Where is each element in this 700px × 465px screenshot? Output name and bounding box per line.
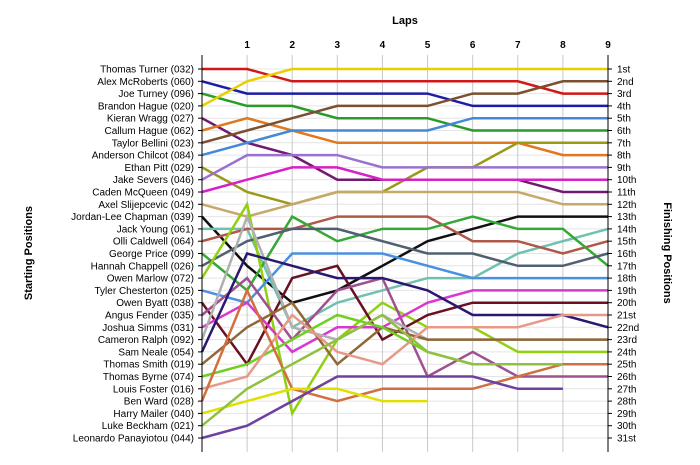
left-axis-title: Starting Positions bbox=[23, 206, 35, 300]
finish-position-label: 15th bbox=[617, 237, 636, 248]
finish-position-label: 7th bbox=[617, 138, 631, 149]
series-line-12 bbox=[201, 190, 608, 218]
series-line-31 bbox=[201, 375, 563, 440]
start-position-label: Kieran Wragg (027) bbox=[107, 114, 194, 125]
series-line-8 bbox=[201, 116, 608, 157]
series-lines bbox=[200, 67, 609, 440]
start-position-label: Sam Neale (054) bbox=[118, 347, 194, 358]
start-position-label: Louis Foster (016) bbox=[113, 384, 194, 395]
start-position-label: Anderson Chilcot (084) bbox=[92, 151, 194, 162]
series-line-22 bbox=[201, 289, 608, 354]
start-position-label: Jake Severs (046) bbox=[113, 175, 194, 186]
series-line-3 bbox=[201, 92, 608, 132]
finish-position-label: 4th bbox=[617, 101, 631, 112]
lap-tick-label: 6 bbox=[470, 40, 476, 51]
start-position-label: Tyler Chesterton (025) bbox=[95, 286, 195, 297]
start-position-label: Jordan-Lee Chapman (039) bbox=[71, 212, 194, 223]
finish-position-label: 22nd bbox=[617, 323, 639, 334]
series-line-24 bbox=[200, 252, 609, 353]
finish-position-label: 31st bbox=[617, 434, 636, 445]
finish-position-label: 13th bbox=[617, 212, 636, 223]
start-position-label: Angus Fender (035) bbox=[105, 311, 194, 322]
finish-position-label: 26th bbox=[617, 372, 636, 383]
finish-position-label: 5th bbox=[617, 114, 631, 125]
finish-position-label: 1st bbox=[617, 65, 631, 76]
finish-position-label: 16th bbox=[617, 249, 636, 260]
finish-position-label: 12th bbox=[617, 200, 636, 211]
start-position-label: Harry Mailer (040) bbox=[113, 409, 194, 420]
series-line-30 bbox=[201, 313, 563, 427]
start-position-label: Jack Young (061) bbox=[117, 224, 194, 235]
finish-position-label: 14th bbox=[617, 224, 636, 235]
finish-position-label: 6th bbox=[617, 126, 631, 137]
series-line-2 bbox=[201, 80, 608, 108]
series-line-17 bbox=[201, 227, 609, 268]
start-position-label: Leonardo Panayiotou (044) bbox=[73, 434, 194, 445]
axes bbox=[198, 55, 612, 452]
finish-position-label: 9th bbox=[617, 163, 631, 174]
finish-position-label: 10th bbox=[617, 175, 636, 186]
start-position-label: Caden McQueen (049) bbox=[92, 188, 194, 199]
finish-position-label: 27th bbox=[617, 384, 636, 395]
finish-position-label: 18th bbox=[617, 274, 636, 285]
finish-position-label: 3rd bbox=[617, 89, 631, 100]
right-axis-title: Finishing Positions bbox=[661, 202, 673, 303]
start-position-label: Olli Caldwell (064) bbox=[113, 237, 194, 248]
start-position-label: Thomas Byrne (074) bbox=[103, 372, 194, 383]
start-position-label: Ethan Pitt (029) bbox=[125, 163, 194, 174]
finish-position-label: 30th bbox=[617, 421, 636, 432]
finish-position-label: 11th bbox=[617, 188, 636, 199]
start-position-label: Axel Slijepcevic (042) bbox=[98, 200, 194, 211]
series-line-19 bbox=[201, 252, 608, 305]
start-position-label: Cameron Ralph (092) bbox=[98, 335, 194, 346]
start-position-label: Taylor Bellini (023) bbox=[112, 138, 194, 149]
start-position-label: Brandon Hague (020) bbox=[98, 101, 194, 112]
start-position-label: Luke Beckham (021) bbox=[102, 421, 194, 432]
start-position-label: Alex McRoberts (060) bbox=[97, 77, 194, 88]
start-position-label: Owen Byatt (038) bbox=[116, 298, 194, 309]
lap-tick-label: 4 bbox=[380, 40, 386, 51]
series-line-7 bbox=[201, 80, 608, 145]
finish-position-label: 25th bbox=[617, 360, 636, 371]
start-position-label: Owen Marlow (072) bbox=[107, 274, 194, 285]
finish-position-label: 8th bbox=[617, 151, 631, 162]
labels: Thomas Turner (032)Alex McRoberts (060)J… bbox=[23, 15, 673, 445]
series-line-16 bbox=[201, 214, 609, 293]
start-position-label: Thomas Smith (019) bbox=[103, 360, 194, 371]
lap-tick-label: 7 bbox=[515, 40, 521, 51]
series-line-11 bbox=[201, 166, 608, 194]
lap-tick-label: 3 bbox=[335, 40, 341, 51]
finish-position-label: 29th bbox=[617, 409, 636, 420]
series-line-15 bbox=[201, 215, 609, 255]
lap-tick-label: 1 bbox=[244, 40, 250, 51]
finish-position-label: 20th bbox=[617, 298, 636, 309]
series-line-27 bbox=[201, 313, 608, 391]
start-position-label: Callum Hague (062) bbox=[105, 126, 195, 137]
start-position-label: George Price (099) bbox=[109, 249, 194, 260]
lap-tick-label: 9 bbox=[605, 40, 611, 51]
start-position-label: Ben Ward (028) bbox=[124, 397, 194, 408]
x-axis-title: Laps bbox=[392, 15, 418, 27]
finish-position-label: 28th bbox=[617, 397, 636, 408]
series-line-28 bbox=[200, 287, 608, 403]
finish-position-label: 23rd bbox=[617, 335, 637, 346]
lap-tick-label: 2 bbox=[289, 40, 295, 51]
series-line-13 bbox=[201, 215, 608, 305]
start-position-label: Thomas Turner (032) bbox=[100, 65, 194, 76]
series-line-4 bbox=[201, 67, 608, 107]
finish-position-label: 21st bbox=[617, 311, 636, 322]
finish-position-label: 24th bbox=[617, 347, 636, 358]
start-position-label: Hannah Chappell (026) bbox=[91, 261, 194, 272]
finish-position-label: 17th bbox=[617, 261, 636, 272]
lap-tick-label: 8 bbox=[560, 40, 566, 51]
lap-tick-label: 5 bbox=[425, 40, 431, 51]
finish-position-label: 19th bbox=[617, 286, 636, 297]
series-line-10 bbox=[201, 153, 608, 181]
finish-position-label: 2nd bbox=[617, 77, 634, 88]
start-position-label: Joe Turney (096) bbox=[118, 89, 194, 100]
start-position-label: Joshua Simms (031) bbox=[102, 323, 194, 334]
